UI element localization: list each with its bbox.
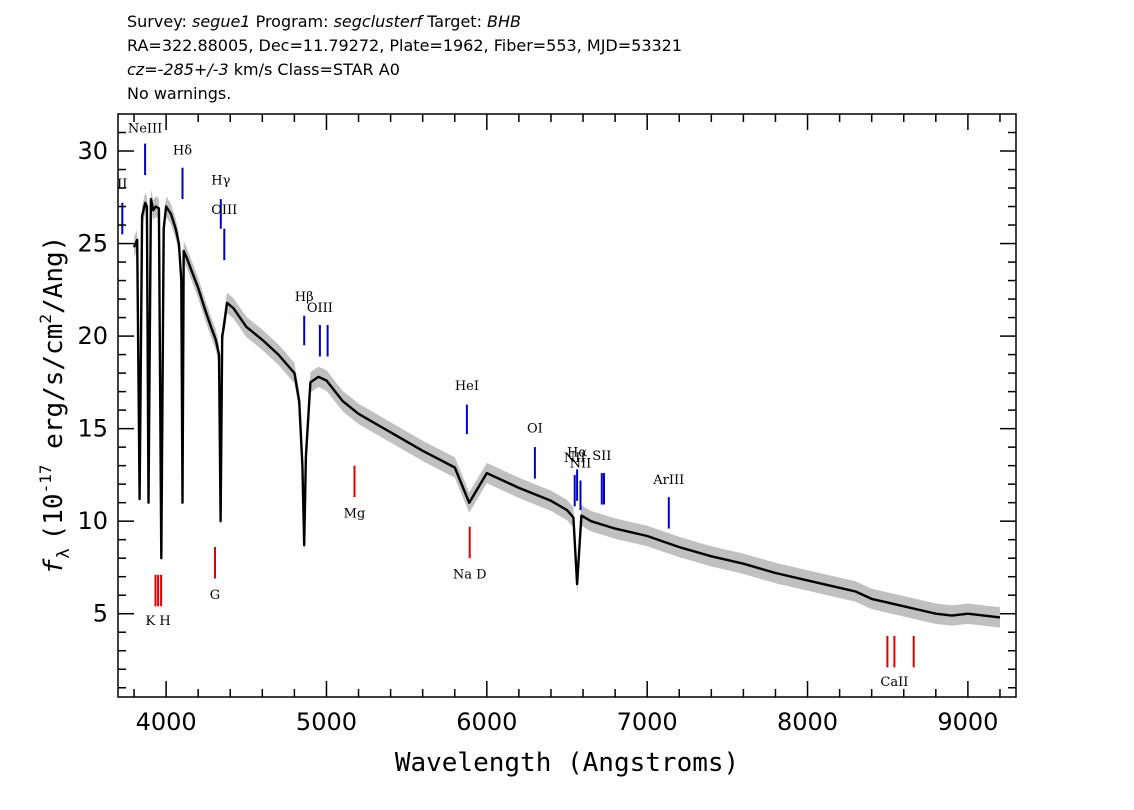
line-label-21: Na D	[453, 568, 487, 583]
cz-unit-class: km/s Class=STAR A0	[228, 60, 400, 79]
y-title-suffix: /Ang)	[39, 236, 69, 314]
line-label-13: SII	[592, 449, 611, 464]
line-label-3: Hγ	[211, 173, 230, 188]
y-tick-label: 20	[77, 322, 108, 350]
target-value: BHB	[487, 12, 522, 31]
flux-error-band	[134, 189, 1000, 628]
header-line-survey: Survey: segue1 Program: segclusterf Targ…	[127, 10, 682, 34]
line-label-23: CaII	[880, 675, 908, 690]
axes-layer: 4000 5000 6000 7000 8000 9000 5 10 15 20 25 30	[77, 113, 1017, 736]
y-axis-title: fλ (10-17 erg/s/cm2/Ang)	[36, 236, 74, 575]
survey-label: Survey:	[127, 12, 187, 31]
line-label-4: OIII	[211, 203, 237, 218]
line-label-5: Hβ	[295, 290, 314, 305]
header-line-coordinates: RA=322.88005, Dec=11.79272, Plate=1962, …	[127, 36, 683, 55]
plot-frame	[117, 113, 1017, 698]
y-title-f: f	[39, 558, 69, 574]
line-label-12: NII	[570, 457, 592, 472]
x-tick-label: 5000	[296, 708, 357, 736]
program-value: segclusterf	[333, 12, 422, 31]
line-label-11: Hα	[567, 445, 587, 460]
y-title-subscript: λ	[54, 548, 74, 558]
cz-label: cz=	[127, 60, 158, 79]
line-label-2: Hδ	[173, 144, 192, 159]
line-label-15: ArIII	[652, 473, 684, 488]
x-tick-label: 4000	[136, 708, 197, 736]
line-label-10: NII	[564, 451, 586, 466]
spectrum-header: Survey: segue1 Program: segclusterf Targ…	[127, 10, 682, 106]
line-label-0: II	[117, 177, 127, 192]
line-label-1: NeIII	[128, 122, 162, 137]
line-label-9: OI	[527, 421, 543, 436]
y-tick-label: 15	[77, 415, 108, 443]
x-tick-label: 9000	[937, 708, 998, 736]
y-tick-label: 30	[77, 137, 108, 165]
x-tick-label: 7000	[617, 708, 678, 736]
y-tick-label: 25	[77, 230, 108, 258]
y-title-exponent: -17	[36, 465, 55, 494]
flux-layer	[132, 197, 1001, 619]
y-tick-label: 5	[93, 600, 108, 628]
cz-value: -285+/-3	[157, 60, 229, 79]
header-line-redshift: cz=-285+/-3 km/s Class=STAR A0	[127, 58, 682, 82]
header-line-warnings: No warnings.	[127, 84, 232, 103]
line-label-20: Mg	[344, 507, 366, 522]
survey-value: segue1	[191, 12, 251, 31]
x-tick-label: 6000	[456, 708, 517, 736]
x-axis-title: Wavelength (Angstroms)	[395, 748, 739, 778]
y-title-square: 2	[36, 314, 55, 324]
error-band-layer	[134, 189, 1000, 628]
y-title-prefix: (10	[39, 493, 69, 540]
line-label-19: G	[210, 588, 220, 603]
y-tick-label: 10	[77, 507, 108, 535]
flux-line	[132, 197, 1001, 619]
x-tick-label: 8000	[777, 708, 838, 736]
target-label: Target:	[427, 12, 482, 31]
y-title-units: erg/s/cm	[39, 324, 69, 465]
line-label-8: HeI	[455, 379, 479, 394]
line-label-6: OIII	[307, 301, 333, 316]
line-label-17: K H	[146, 614, 171, 629]
program-label: Program:	[255, 12, 329, 31]
